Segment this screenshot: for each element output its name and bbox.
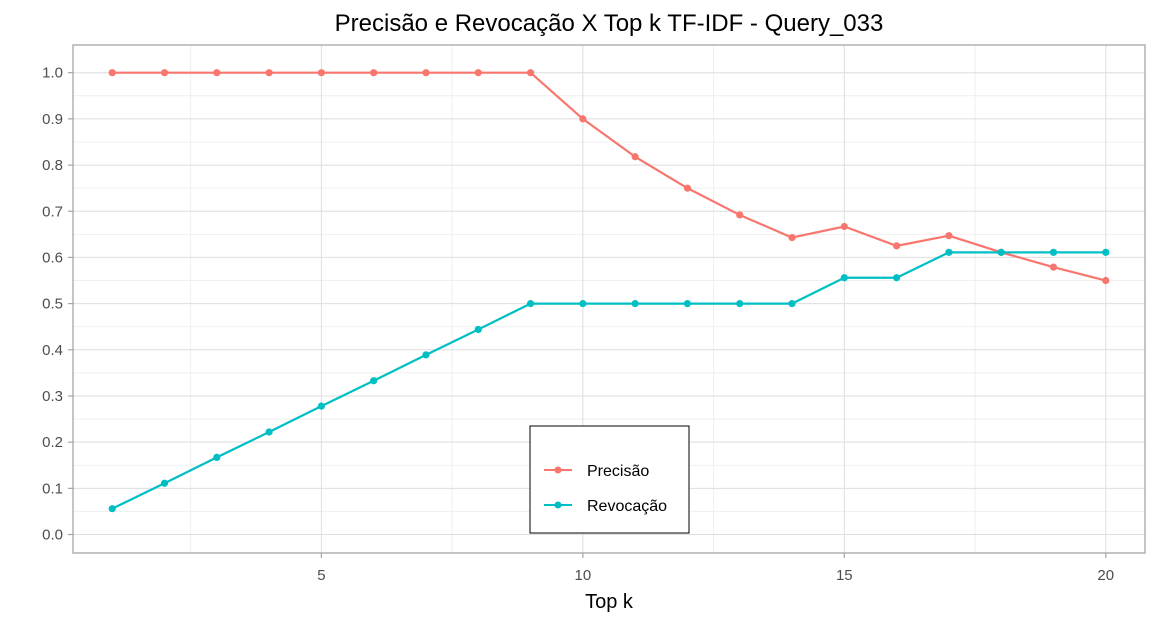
data-point-revocacao (945, 248, 953, 256)
data-point-revocacao (840, 274, 848, 282)
data-point-revocacao (422, 351, 430, 359)
data-point-precisao (1102, 276, 1110, 285)
data-point-precisao (108, 69, 116, 77)
legend-label-precisao: Precisão (587, 463, 649, 480)
data-point-revocacao (108, 505, 116, 513)
y-tick-label: 0.7 (42, 203, 63, 220)
x-tick-label: 15 (836, 567, 853, 584)
grid (73, 45, 1145, 553)
y-tick-label: 0.2 (42, 434, 63, 451)
data-point-revocacao (526, 300, 535, 308)
data-point-revocacao (317, 402, 325, 410)
data-point-precisao (160, 69, 169, 77)
y-tick-label: 0.9 (42, 111, 63, 128)
data-point-revocacao (683, 300, 692, 308)
data-point-precisao (474, 69, 482, 77)
data-point-precisao (265, 69, 273, 77)
data-point-revocacao (893, 274, 901, 282)
series-line-precisao (112, 71, 1107, 282)
chart-title: Precisão e Revocação X Top k TF-IDF - Qu… (335, 10, 884, 37)
data-point-revocacao (474, 325, 482, 334)
y-tick-label: 0.6 (42, 249, 63, 266)
data-point-revocacao (788, 300, 796, 308)
y-axis-ticks: 0.0 0.1 0.2 0.3 0.4 0.5 0.6 0.7 0.8 0.9 1.0 (42, 65, 73, 544)
y-tick-label: 0.0 (42, 527, 63, 544)
y-tick-label: 0.5 (42, 296, 63, 313)
legend-box (529, 425, 690, 534)
y-tick-label: 1.0 (42, 65, 63, 82)
data-point-precisao (788, 233, 796, 242)
data-point-precisao (1049, 263, 1058, 271)
series (108, 69, 1110, 513)
data-point-precisao (579, 115, 587, 123)
y-tick-label: 0.3 (42, 388, 63, 405)
y-tick-label: 0.4 (42, 342, 63, 359)
data-point-precisao (370, 69, 378, 77)
data-point-precisao (213, 69, 221, 77)
data-point-revocacao (1049, 248, 1058, 256)
plot-panel-border (72, 44, 1146, 554)
data-point-revocacao (265, 428, 273, 436)
legend-key-revocacao-point (554, 501, 562, 509)
data-point-revocacao (1102, 248, 1110, 256)
data-point-precisao (736, 211, 744, 219)
data-point-precisao (945, 232, 953, 240)
y-tick-label: 0.8 (42, 157, 63, 174)
data-point-precisao (631, 153, 639, 161)
data-point-precisao (526, 69, 535, 77)
data-point-precisao (317, 69, 325, 77)
data-point-revocacao (579, 300, 587, 308)
series-line-revocacao (111, 251, 1106, 510)
legend: Precisão Revocação (529, 425, 690, 534)
y-tick-label: 0.1 (42, 480, 63, 497)
data-point-precisao (840, 222, 848, 231)
data-point-revocacao (160, 479, 169, 487)
data-point-revocacao (370, 377, 378, 385)
x-tick-label: 5 (317, 567, 325, 584)
x-axis-title: Top k (585, 591, 634, 613)
x-tick-label: 10 (575, 567, 592, 584)
data-point-revocacao (997, 248, 1005, 256)
data-point-precisao (893, 242, 901, 250)
legend-label-revocacao: Revocação (587, 498, 667, 515)
data-point-revocacao (213, 453, 221, 462)
data-point-revocacao (736, 300, 744, 308)
data-point-precisao (683, 184, 692, 192)
x-tick-label: 20 (1097, 567, 1114, 584)
data-point-precisao (422, 69, 430, 77)
legend-key-precisao-point (554, 466, 562, 474)
x-axis-ticks: 5 10 15 20 (317, 553, 1114, 584)
data-point-revocacao (631, 300, 639, 308)
